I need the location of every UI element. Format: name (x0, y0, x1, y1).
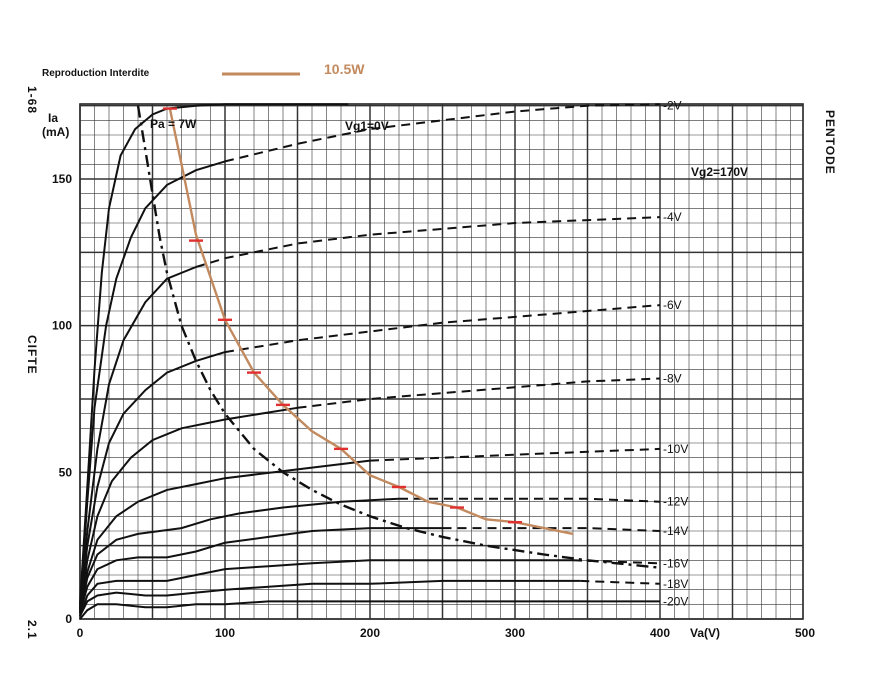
x-tick-label: 400 (650, 626, 670, 640)
tick-labels: 0 100 200 300 400 500 0 50 100 150 (52, 172, 815, 640)
curve-label: -12V (663, 495, 688, 509)
curve-label: -20V (663, 594, 688, 608)
curve-label: -8V (663, 371, 682, 385)
y-tick-label: 100 (52, 319, 72, 333)
plate-curves (79, 103, 661, 620)
side-label-bottom-left: 2.1 (25, 620, 39, 640)
reproduction-notice: Reproduction Interdite (42, 68, 150, 79)
side-label-top-left: 1-68 (25, 86, 39, 114)
y-tick-label: 150 (52, 172, 72, 186)
x-tick-label: 500 (795, 626, 815, 640)
y-axis-label-ia: Ia (48, 111, 58, 125)
series-2v-dashed (224, 103, 661, 163)
series-4v-solid (79, 266, 197, 611)
grid (79, 103, 804, 620)
series-10v-solid (79, 459, 371, 614)
vg1-annotation: Vg1=0V (345, 119, 389, 133)
curve-label: -10V (663, 442, 688, 456)
series-2v-solid (79, 160, 226, 608)
plot-frame (79, 103, 804, 620)
curve-label: -4V (663, 210, 682, 224)
series-8v-dashed (297, 377, 661, 409)
series-10v-dashed (369, 447, 661, 462)
y-axis-label-ma: (mA) (42, 125, 69, 139)
x-tick-label: 200 (360, 626, 380, 640)
series-18v-dashed (580, 579, 661, 585)
series-6v-solid (79, 351, 226, 611)
y-tick-label: 50 (59, 465, 73, 479)
series-vg1-0v-solid (79, 103, 349, 605)
series-8v-solid (79, 406, 298, 614)
series-16v-solid (79, 559, 573, 617)
curve-label: -2V (663, 99, 682, 113)
series-4v-dashed (195, 216, 661, 268)
x-tick-label: 300 (505, 626, 525, 640)
series-20v (79, 600, 660, 620)
series-14v-dashed (442, 527, 661, 532)
series-6v-dashed (224, 304, 661, 354)
series-12v-solid (79, 497, 400, 614)
vg2-annotation: Vg2=170V (691, 165, 748, 179)
curve-label: -14V (663, 524, 688, 538)
x-tick-label: 0 (77, 626, 84, 640)
series-12v-dashed (399, 497, 661, 503)
pa-annotation: Pa = 7W (150, 117, 197, 131)
series-14v-solid (79, 527, 443, 614)
curve-label: -16V (663, 556, 688, 570)
curve-label: -18V (663, 577, 688, 591)
y-tick-label: 0 (65, 612, 72, 626)
curve-label: -6V (663, 298, 682, 312)
series-18v-solid (79, 579, 581, 617)
side-label-pentode: PENTODE (823, 110, 837, 175)
legend-label-10-5w: 10.5W (324, 61, 365, 77)
curve-labels: -2V -4V -6V -8V -10V -12V -14V -16V -18V -20V (663, 99, 688, 609)
side-label-cifte: CIFTE (25, 335, 39, 375)
overlay-10-5w (162, 107, 574, 536)
x-axis-label: Va(V) (690, 626, 720, 640)
series-10-5w (168, 108, 574, 536)
x-tick-label: 100 (215, 626, 235, 640)
